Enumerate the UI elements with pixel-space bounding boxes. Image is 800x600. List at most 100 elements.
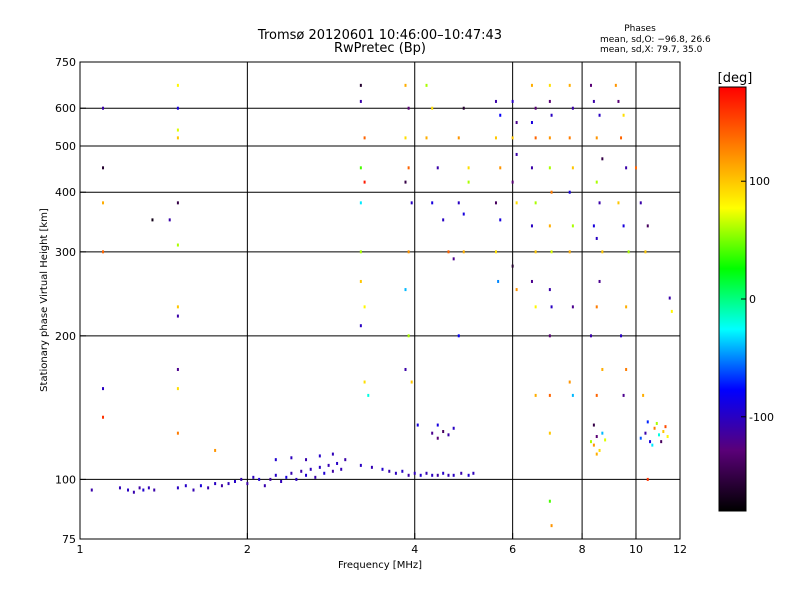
data-point (447, 433, 450, 437)
data-point (359, 279, 362, 283)
data-point (462, 106, 465, 110)
data-point (670, 309, 673, 313)
data-point (176, 314, 179, 318)
data-point (394, 471, 397, 475)
data-point (295, 477, 298, 481)
data-point (102, 106, 105, 110)
data-point (571, 106, 574, 110)
data-point (388, 469, 391, 473)
y-tick-label: 75 (62, 533, 76, 546)
data-point (404, 367, 407, 371)
data-point (407, 250, 410, 254)
data-point (620, 136, 623, 140)
data-point (568, 380, 571, 384)
data-point (447, 473, 450, 477)
chart-title-line2: RwPretec (Bp) (333, 41, 427, 56)
data-point (634, 166, 637, 170)
data-point (410, 201, 413, 205)
data-point (592, 224, 595, 228)
data-point (214, 448, 217, 452)
data-point (625, 367, 628, 371)
data-point (548, 224, 551, 228)
data-point (452, 473, 455, 477)
y-tick-label: 500 (55, 140, 76, 153)
data-point (192, 488, 195, 492)
data-point (595, 435, 598, 439)
data-point (595, 180, 598, 184)
data-point (530, 83, 533, 87)
data-point (102, 166, 105, 170)
data-point (370, 465, 373, 469)
plot-frame (79, 61, 681, 540)
data-point (331, 469, 334, 473)
data-point (530, 224, 533, 228)
y-axis: 75 100 200 300 400 500 600 750 (55, 56, 86, 546)
data-point (359, 324, 362, 328)
data-point (404, 136, 407, 140)
data-point (176, 367, 179, 371)
data-point (494, 250, 497, 254)
data-point (598, 113, 601, 117)
data-point (511, 264, 514, 268)
y-axis-label: Stationary phase Virtual Height [km] (39, 208, 50, 392)
data-point (639, 436, 642, 440)
data-point (601, 157, 604, 161)
data-point (407, 106, 410, 110)
data-point (246, 482, 249, 486)
data-point (442, 430, 445, 434)
data-point (269, 477, 272, 481)
grid-lines (80, 62, 680, 539)
data-point (367, 393, 370, 397)
data-point (327, 463, 330, 467)
data-point (595, 305, 598, 309)
data-point (176, 305, 179, 309)
data-point (530, 279, 533, 283)
data-point (323, 471, 326, 475)
data-point (515, 152, 518, 156)
data-point (359, 83, 362, 87)
data-point (548, 431, 551, 435)
data-point (147, 486, 150, 490)
x-tick-label: 1 (77, 543, 84, 556)
data-point (176, 486, 179, 490)
data-point (530, 166, 533, 170)
data-point (534, 393, 537, 397)
data-point (233, 479, 236, 483)
data-point (176, 136, 179, 140)
data-point (592, 99, 595, 103)
data-point (452, 426, 455, 430)
data-point (447, 250, 450, 254)
data-point (404, 180, 407, 184)
data-point (285, 475, 288, 479)
data-point (595, 236, 598, 240)
data-point (622, 224, 625, 228)
data-point (550, 113, 553, 117)
x-tick-label: 10 (629, 543, 643, 556)
y-tick-label: 200 (55, 330, 76, 343)
data-point (407, 166, 410, 170)
data-point (592, 423, 595, 427)
data-point (548, 393, 551, 397)
data-point (666, 435, 669, 439)
data-point (102, 415, 105, 419)
data-point (467, 473, 470, 477)
data-point (534, 136, 537, 140)
data-point (589, 440, 592, 444)
data-point (651, 443, 654, 447)
data-point (595, 393, 598, 397)
data-point (534, 106, 537, 110)
y-tick-label: 300 (55, 246, 76, 259)
data-point (550, 524, 553, 528)
data-point (646, 420, 649, 424)
data-point (622, 393, 625, 397)
x-tick-label: 6 (509, 543, 516, 556)
data-point (300, 469, 303, 473)
data-point (595, 136, 598, 140)
chart-title-line1: Tromsø 20120601 10:46:00–10:47:43 (257, 28, 503, 43)
data-point (176, 201, 179, 205)
colorbar-tick-label: 0 (749, 293, 756, 306)
data-point (497, 279, 500, 283)
data-point (305, 458, 308, 462)
data-point (118, 486, 121, 490)
